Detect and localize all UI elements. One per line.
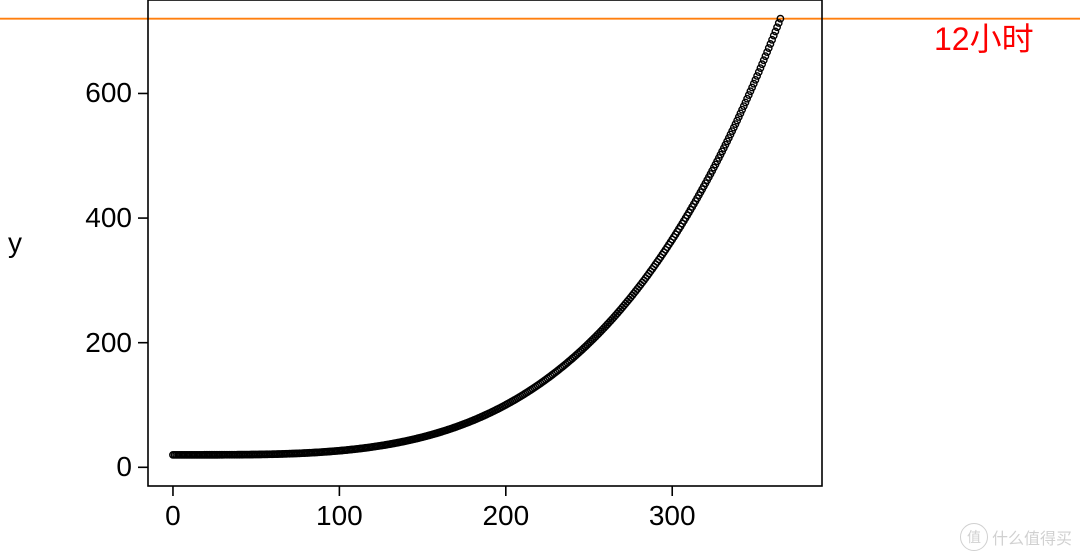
scatter-chart: y 12小时 0 100 200 300 0 200 400 600 [0,0,1080,557]
watermark-text: 什么值得买 [992,525,1072,549]
x-tick-label: 0 [165,500,181,532]
watermark: 值 什么值得买 [960,523,1072,551]
chart-svg [0,0,1080,557]
y-tick-label: 400 [85,202,132,234]
y-tick-label: 200 [85,327,132,359]
y-axis-label: y [8,227,22,259]
x-tick-label: 100 [316,500,363,532]
y-tick-label: 0 [116,451,132,483]
watermark-badge: 值 [960,523,988,551]
x-tick-label: 200 [482,500,529,532]
annotation-text: 12小时 [934,14,1034,60]
y-tick-label: 600 [85,77,132,109]
x-tick-label: 300 [649,500,696,532]
